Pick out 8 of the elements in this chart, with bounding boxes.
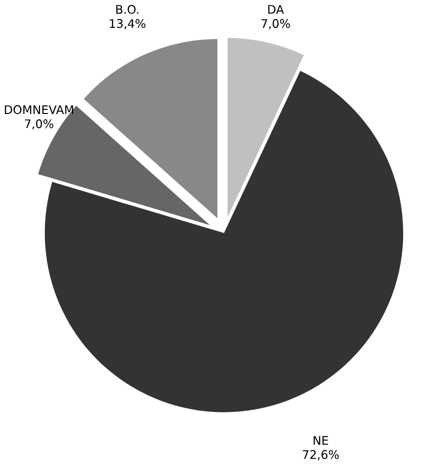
slice-label: DOMNEVAM bbox=[4, 105, 74, 114]
slice-label: B.O. bbox=[116, 4, 138, 14]
data-label: 7,0% bbox=[24, 119, 54, 130]
data-label: 13,4% bbox=[110, 19, 146, 30]
slice-label: NE bbox=[314, 436, 328, 445]
data-label: 7,0% bbox=[262, 19, 290, 30]
data-label: 72,6% bbox=[302, 450, 339, 460]
slice-label: DA bbox=[268, 5, 284, 14]
